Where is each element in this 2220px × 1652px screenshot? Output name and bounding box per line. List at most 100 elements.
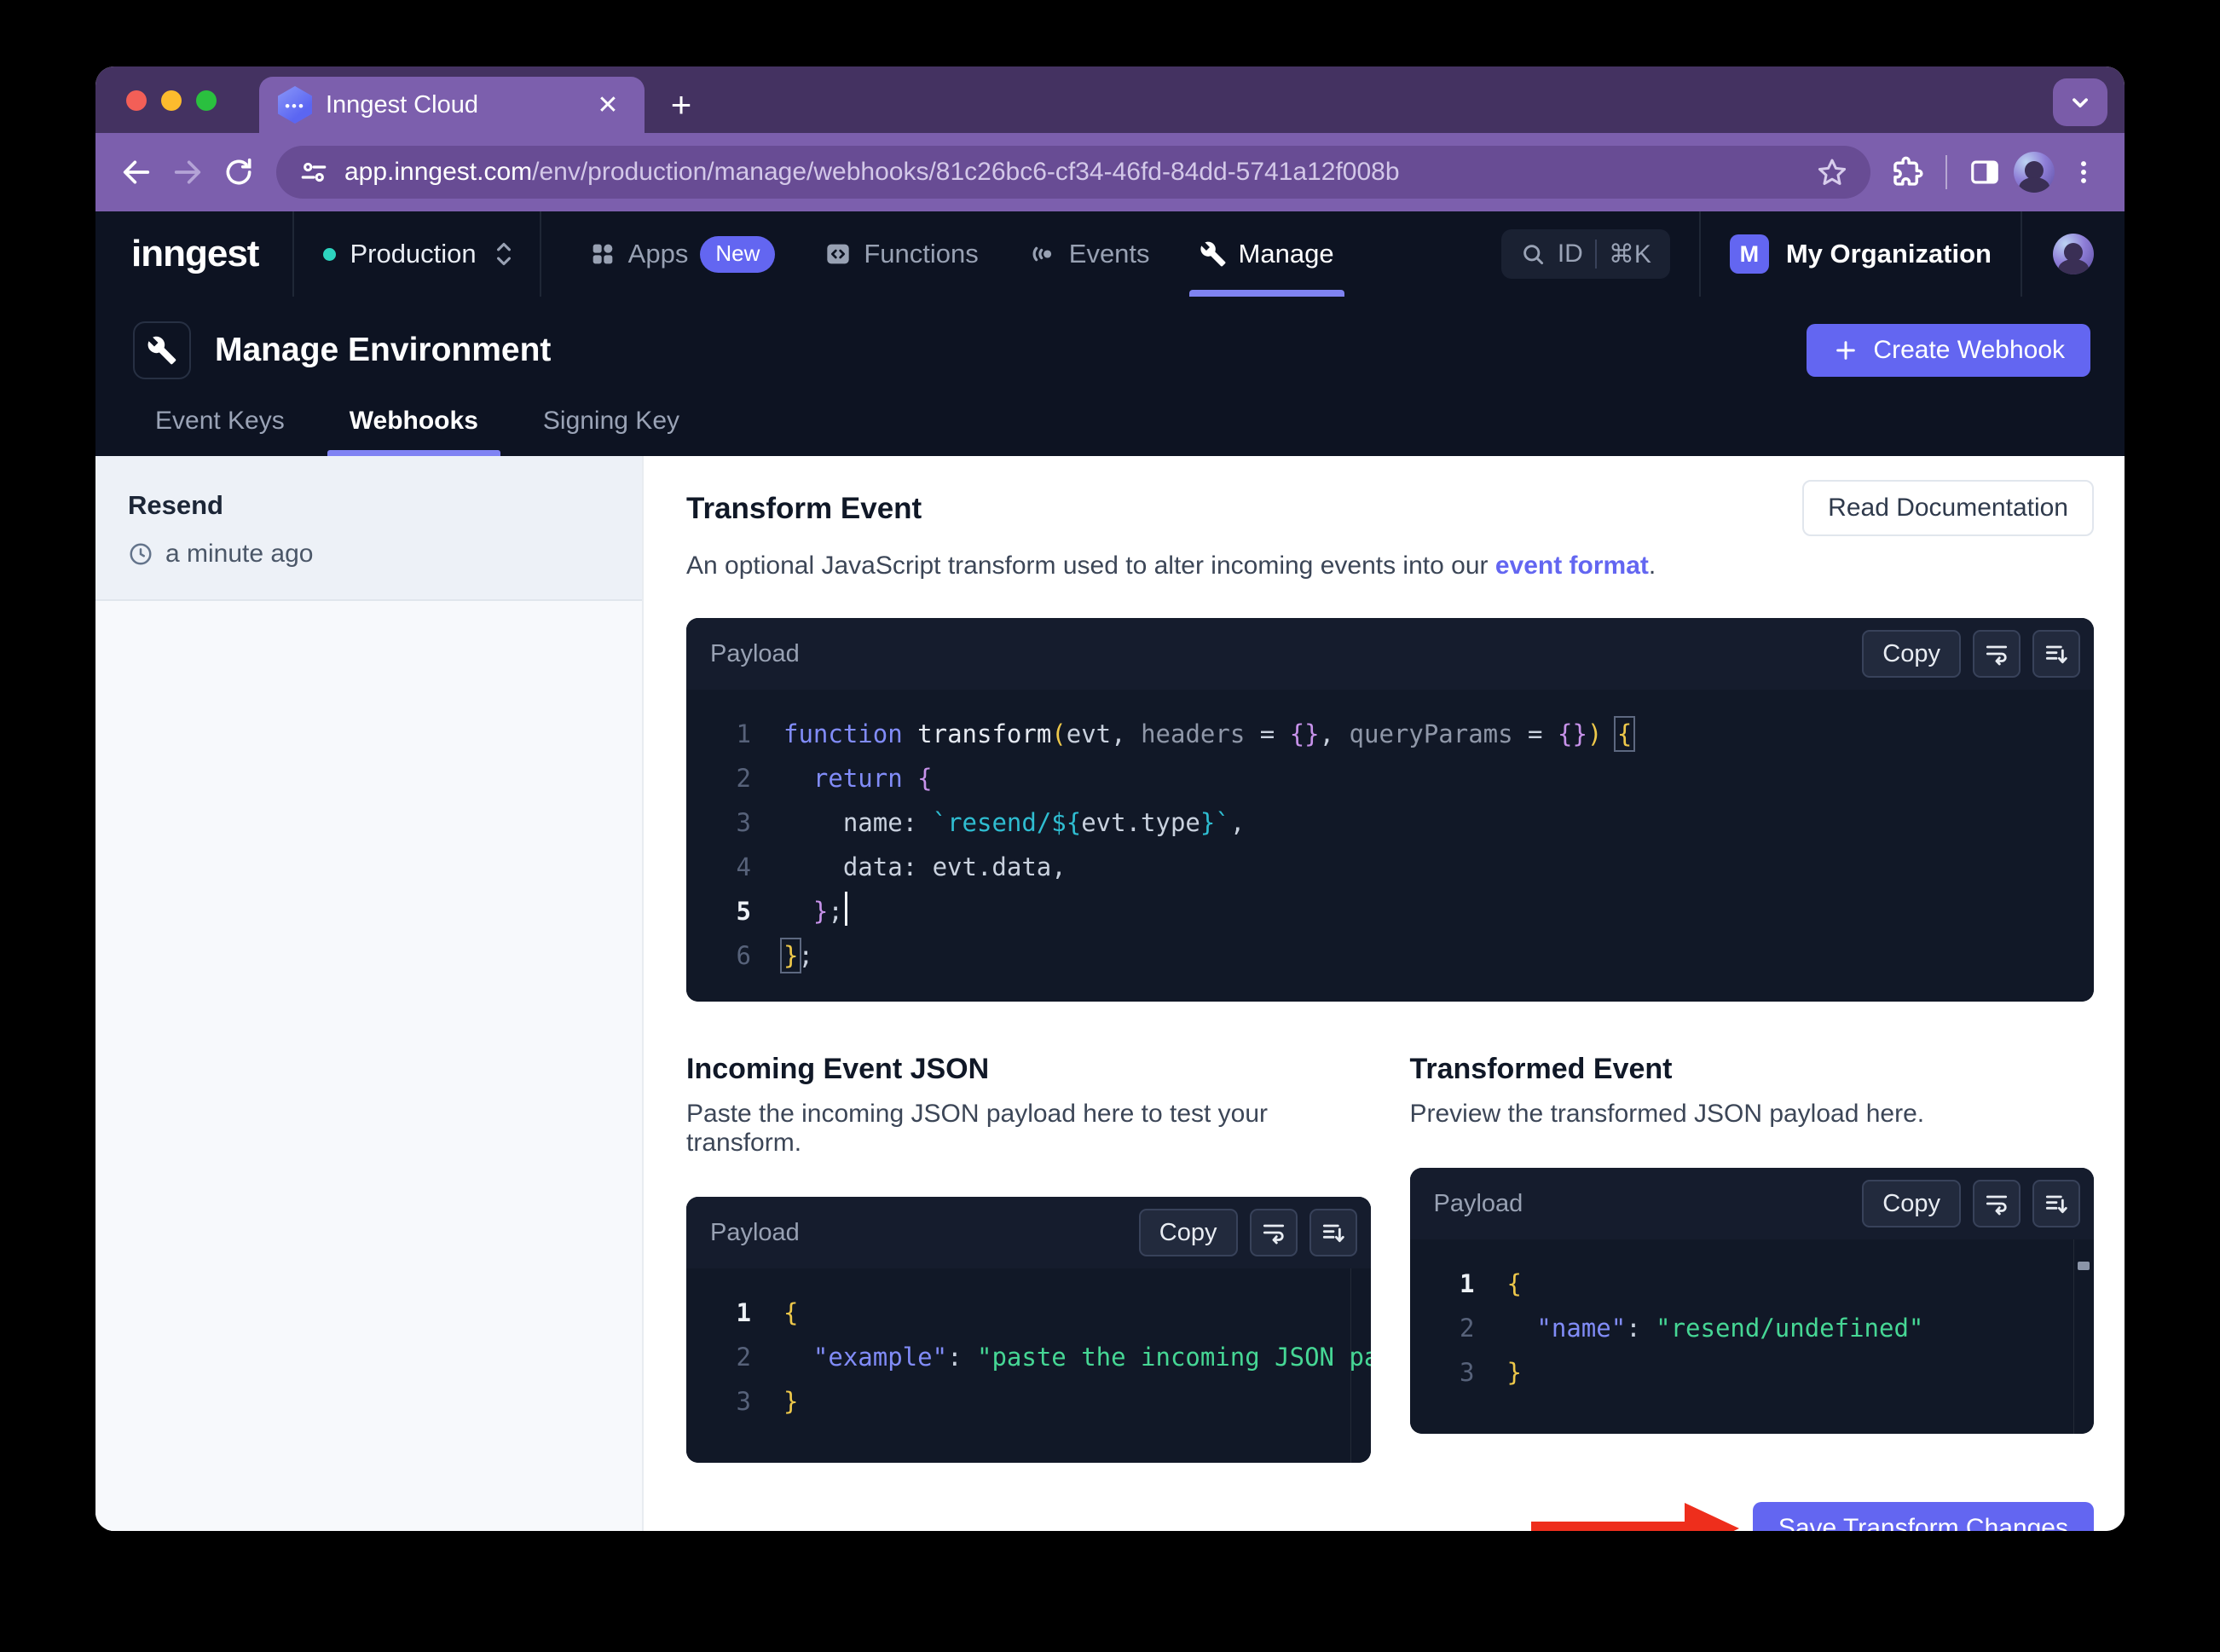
tab-event-keys[interactable]: Event Keys <box>155 406 285 435</box>
chevron-up-down-icon <box>496 242 511 266</box>
nav-divider <box>1698 211 1701 297</box>
event-format-link[interactable]: event format <box>1494 552 1649 580</box>
browser-tab[interactable]: ••• Inngest Cloud ✕ <box>259 77 645 133</box>
nav-divider <box>292 211 295 297</box>
line-number: 3 <box>1460 1358 1475 1387</box>
payload-header: Payload Copy <box>686 618 2094 690</box>
copy-button[interactable]: Copy <box>1862 630 1961 678</box>
functions-code-icon <box>827 244 850 264</box>
forward-button[interactable] <box>165 150 210 194</box>
page-header: Manage Environment Create Webhook <box>95 297 2125 385</box>
minimize-window-button[interactable] <box>161 90 182 111</box>
word-wrap-button[interactable] <box>1973 630 2021 678</box>
environment-switcher[interactable]: Production <box>294 211 539 297</box>
line-number: 2 <box>736 1343 751 1372</box>
nav-item-label: Functions <box>864 239 979 269</box>
new-tab-button[interactable]: + <box>670 84 692 124</box>
copy-button[interactable]: Copy <box>1138 1209 1238 1256</box>
transform-code-editor[interactable]: 1 function transform(evt, headers = {}, q… <box>686 690 2094 1002</box>
url-text: app.inngest.com/env/production/manage/we… <box>344 158 1801 187</box>
line-number: 4 <box>736 852 751 881</box>
scrollbar-thumb[interactable] <box>2078 1262 2090 1270</box>
line-number: 2 <box>736 764 751 793</box>
transformed-heading: Transformed Event <box>1409 1053 1673 1085</box>
app-nav: inngest Production Apps New Functions Ev… <box>95 211 2125 297</box>
page-tabs: Event Keys Webhooks Signing Key <box>95 385 2125 456</box>
transformed-editor-panel: Payload Copy 1{2 "name": "resend/undef <box>1409 1168 2094 1434</box>
forward-arrow-icon <box>174 160 201 184</box>
browser-menu-button[interactable] <box>2061 150 2106 194</box>
payload-label: Payload <box>710 639 800 667</box>
kebab-menu-icon <box>2081 161 2086 183</box>
url-host: app.inngest.com <box>344 158 533 186</box>
search-button[interactable]: ID ⌘K <box>1500 229 1670 279</box>
nav-item-apps[interactable]: Apps New <box>575 211 789 297</box>
content: Resend a minute ago Transform Event Read… <box>95 456 2125 1531</box>
transformed-description: Preview the transformed JSON payload her… <box>1409 1100 1925 1128</box>
align-down-button[interactable] <box>1309 1209 1357 1256</box>
nav-item-events[interactable]: Events <box>1015 211 1164 297</box>
incoming-column: Incoming Event JSON Paste the incoming J… <box>686 1053 1371 1463</box>
tab-close-icon[interactable]: ✕ <box>597 90 619 119</box>
reload-button[interactable] <box>217 150 261 194</box>
create-webhook-button[interactable]: Create Webhook <box>1807 324 2090 377</box>
webhook-list-item[interactable]: Resend a minute ago <box>95 456 642 601</box>
inngest-logo[interactable]: inngest <box>131 233 259 274</box>
transform-heading: Transform Event <box>686 492 922 525</box>
search-divider <box>1594 240 1597 269</box>
incoming-json-editor[interactable]: 1{2 "example": "paste the incoming JSON … <box>686 1268 1371 1463</box>
window-controls <box>126 90 217 111</box>
nav-item-functions[interactable]: Functions <box>811 211 991 297</box>
environment-name: Production <box>350 239 477 269</box>
maximize-window-button[interactable] <box>196 90 217 111</box>
browser-tab-strip: ••• Inngest Cloud ✕ + <box>95 66 2125 133</box>
annotation-arrow-shaft <box>1530 1522 1686 1531</box>
browser-window: ••• Inngest Cloud ✕ + app.inngest.com/en… <box>95 66 2125 1531</box>
editor-scrollbar[interactable] <box>2073 1239 2094 1434</box>
annotation-arrow-head <box>1684 1503 1739 1531</box>
back-button[interactable] <box>114 150 159 194</box>
org-switcher[interactable]: M My Organization <box>1701 211 2021 297</box>
transformed-json-viewer[interactable]: 1{2 "name": "resend/undefined" 3} <box>1409 1239 2094 1434</box>
close-window-button[interactable] <box>126 90 147 111</box>
webhook-timestamp: a minute ago <box>165 540 314 568</box>
bookmark-star-icon[interactable] <box>1816 156 1848 188</box>
side-panel-button[interactable] <box>1963 150 2007 194</box>
search-id-label: ID <box>1557 240 1583 268</box>
extensions-button[interactable] <box>1886 150 1930 194</box>
nav-item-manage[interactable]: Manage <box>1186 211 1348 297</box>
read-documentation-button[interactable]: Read Documentation <box>1802 480 2094 536</box>
browser-profile-avatar[interactable] <box>2014 152 2055 193</box>
incoming-editor-panel: Payload Copy 1{2 "example": "paste the <box>686 1197 1371 1463</box>
save-transform-changes-label: Save Transform Changes <box>1778 1514 2068 1531</box>
manage-wrench-icon <box>1200 241 1226 267</box>
search-shortcut: ⌘K <box>1608 240 1651 269</box>
align-down-button[interactable] <box>2032 1180 2080 1227</box>
environment-status-dot <box>323 247 337 261</box>
word-wrap-button[interactable] <box>1973 1180 2021 1227</box>
copy-button[interactable]: Copy <box>1862 1180 1961 1227</box>
user-avatar[interactable] <box>2053 234 2094 274</box>
save-transform-changes-button[interactable]: Save Transform Changes <box>1752 1502 2094 1531</box>
plus-icon <box>1836 341 1856 360</box>
line-number: 3 <box>736 1387 751 1416</box>
address-bar[interactable]: app.inngest.com/env/production/manage/we… <box>276 146 1870 199</box>
tab-webhooks[interactable]: Webhooks <box>327 385 501 456</box>
line-number: 1 <box>736 719 751 748</box>
webhooks-sidebar: Resend a minute ago <box>95 456 644 1531</box>
events-signal-icon <box>1032 246 1051 262</box>
line-number: 1 <box>736 1298 751 1327</box>
side-panel-icon <box>1971 160 1998 184</box>
tab-search-button[interactable] <box>2053 78 2107 126</box>
toolbar-divider <box>1945 155 1947 189</box>
chevron-down-icon <box>2073 98 2088 108</box>
word-wrap-button[interactable] <box>1249 1209 1298 1256</box>
editor-scrollbar[interactable] <box>1350 1268 1371 1463</box>
site-settings-icon[interactable] <box>298 157 329 188</box>
browser-toolbar: app.inngest.com/env/production/manage/we… <box>95 133 2125 211</box>
align-down-button[interactable] <box>2032 630 2080 678</box>
tab-signing-key[interactable]: Signing Key <box>542 406 679 435</box>
page-icon-box <box>133 321 191 379</box>
word-wrap-icon <box>1986 1195 2008 1216</box>
align-down-icon <box>1322 1224 1344 1243</box>
